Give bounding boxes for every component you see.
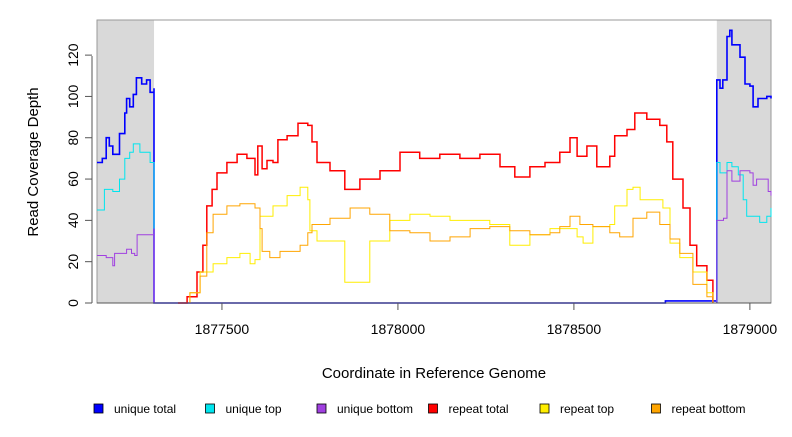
- series-line-repeat-bottom: [178, 203, 714, 304]
- axes: 1877500 1878000 1878500 1879000 0 20 40 60 80 100…: [65, 43, 777, 337]
- legend: unique total unique top unique bottom repea…: [93, 402, 746, 416]
- x-axis-label: Coordinate in Reference Genome: [322, 365, 546, 382]
- y-tick-label: 100: [65, 85, 81, 109]
- legend-label: unique total: [114, 402, 176, 416]
- series-line-repeat-total: [178, 112, 714, 304]
- x-tick-label: 1877500: [195, 321, 250, 337]
- legend-label: repeat top: [560, 402, 614, 416]
- y-tick-label: 120: [65, 43, 81, 67]
- series-lines: [97, 29, 772, 304]
- y-tick-label: 60: [65, 171, 81, 187]
- legend-label: repeat total: [449, 402, 509, 416]
- legend-swatch: [651, 403, 661, 414]
- plot-frame: [96, 19, 772, 304]
- y-tick-label: 20: [65, 254, 81, 270]
- y-tick-label: 80: [65, 130, 81, 146]
- y-tick-label: 40: [65, 212, 81, 228]
- y-axis-label: Read Coverage Depth: [25, 87, 42, 236]
- legend-swatch: [205, 403, 215, 414]
- series-line-unique-total: [97, 29, 772, 304]
- legend-label: unique top: [226, 402, 282, 416]
- x-tick-label: 1878000: [371, 321, 426, 337]
- shaded-region-0: [97, 20, 155, 303]
- x-tick-label: 1879000: [723, 321, 778, 337]
- shaded-region-1: [716, 20, 771, 303]
- legend-swatch: [93, 403, 104, 414]
- series-line-unique-bottom: [97, 170, 772, 304]
- y-tick-label: 0: [65, 299, 81, 307]
- legend-swatch: [539, 403, 550, 414]
- series-line-repeat-top: [178, 186, 714, 304]
- shaded-regions: [97, 20, 771, 303]
- legend-label: unique bottom: [337, 402, 413, 416]
- x-tick-label: 1878500: [547, 321, 602, 337]
- legend-label: repeat bottom: [672, 402, 746, 416]
- legend-swatch: [428, 403, 438, 414]
- legend-swatch: [316, 403, 327, 414]
